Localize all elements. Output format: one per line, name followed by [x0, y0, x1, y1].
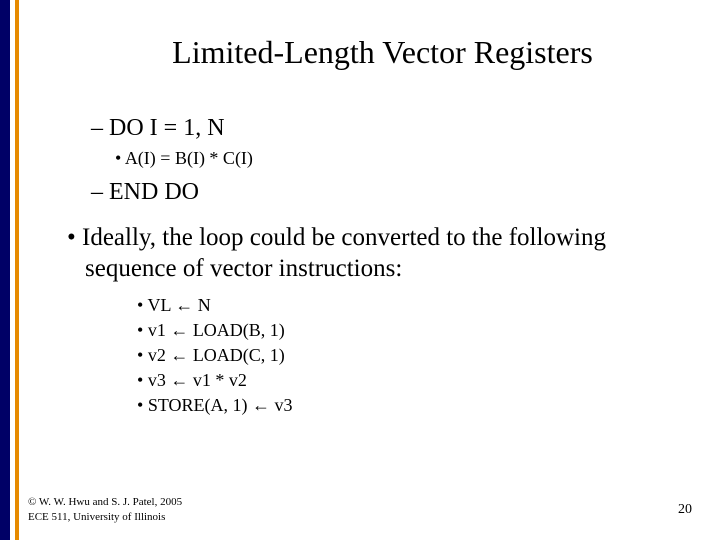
code-block-end: END DO — [91, 179, 680, 206]
instr-v1: v1 ← LOAD(B, 1) — [137, 320, 680, 341]
footer-line1: © W. W. Hwu and S. J. Patel, 2005 — [28, 495, 182, 509]
footer-credits: © W. W. Hwu and S. J. Patel, 2005 ECE 51… — [28, 495, 182, 524]
instr-vl: VL ← N — [137, 295, 680, 316]
left-accent-bar — [0, 0, 19, 540]
code-line-do: DO I = 1, N — [91, 115, 680, 142]
instr-store: STORE(A, 1) ← v3 — [137, 395, 680, 416]
code-block: DO I = 1, N — [91, 115, 680, 142]
slide-content: Limited-Length Vector Registers DO I = 1… — [19, 0, 720, 540]
code-line-end: END DO — [91, 179, 680, 206]
slide-title: Limited-Length Vector Registers — [85, 34, 680, 71]
navy-stripe — [0, 0, 10, 540]
footer-line2: ECE 511, University of Illinois — [28, 510, 182, 524]
instr-v3: v3 ← v1 * v2 — [137, 370, 680, 391]
main-paragraph: Ideally, the loop could be converted to … — [67, 222, 680, 285]
instr-v2: v2 ← LOAD(C, 1) — [137, 345, 680, 366]
page-number: 20 — [678, 502, 692, 518]
code-line-body: A(I) = B(I) * C(I) — [115, 148, 680, 169]
instruction-list: VL ← N v1 ← LOAD(B, 1) v2 ← LOAD(C, 1) v… — [137, 295, 680, 416]
